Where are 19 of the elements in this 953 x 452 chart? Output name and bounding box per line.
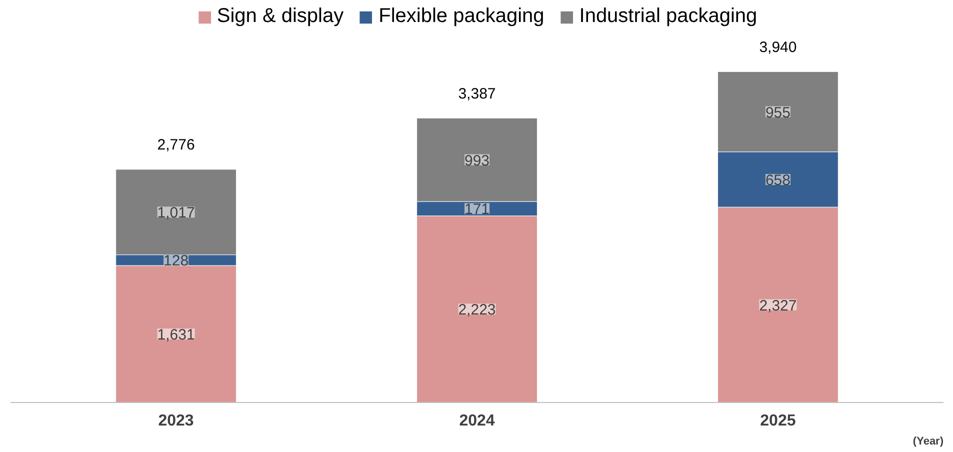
legend-label: Flexible packaging (378, 5, 544, 28)
data-label: 128 (164, 252, 189, 270)
total-label: 3,387 (458, 85, 496, 102)
x-tick-label: 2025 (760, 412, 796, 430)
legend-label: Industrial packaging (579, 5, 758, 28)
data-label: 171 (464, 201, 490, 218)
data-label: 2,327 (759, 297, 797, 314)
x-tick-label: 2023 (158, 412, 194, 430)
total-label: 3,940 (759, 38, 797, 56)
data-label: 993 (464, 152, 490, 170)
data-label: 955 (765, 104, 790, 122)
total-label: 2,776 (157, 136, 195, 154)
data-label: 658 (765, 172, 790, 189)
x-tick-label: 2024 (459, 412, 495, 430)
data-label: 2,223 (458, 302, 496, 319)
data-label: 1,631 (157, 326, 195, 344)
x-axis-title: (Year) (912, 436, 944, 448)
legend-label: Sign & display (216, 5, 344, 28)
data-label: 1,017 (157, 204, 195, 222)
